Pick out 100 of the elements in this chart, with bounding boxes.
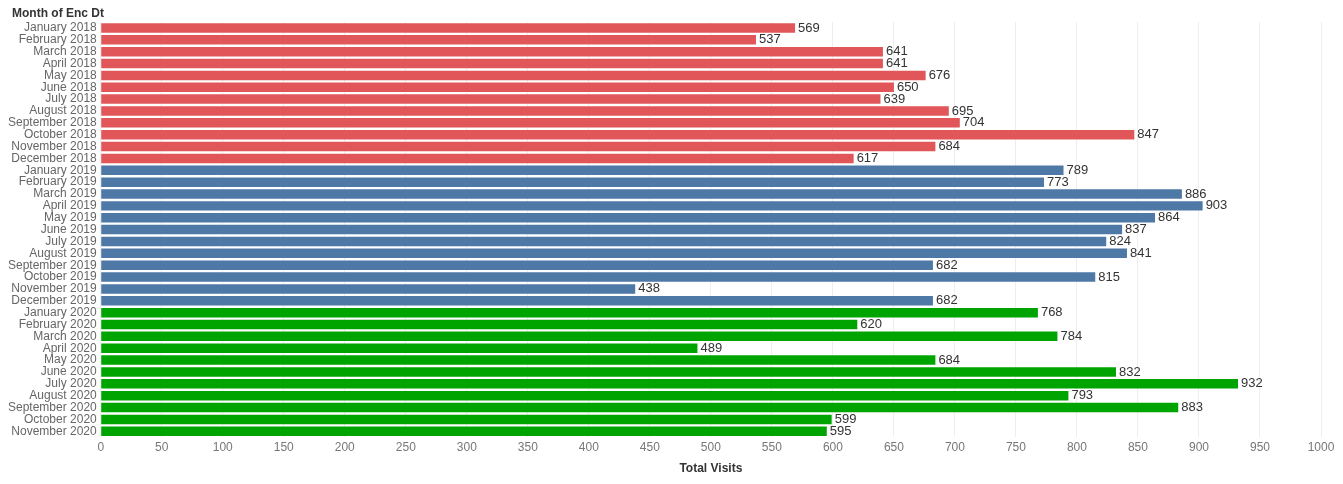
y-tick-label: July 2020	[45, 376, 98, 391]
data-label: 932	[1241, 375, 1263, 391]
data-label: 815	[1098, 268, 1120, 284]
bar	[101, 390, 1069, 401]
bar	[101, 319, 858, 330]
y-tick-label: January 2019	[23, 162, 98, 177]
y-tick-label: September 2018	[7, 115, 98, 130]
x-tick-label: 350	[517, 439, 539, 454]
x-tick-label: 950	[1249, 439, 1271, 454]
bar	[101, 58, 883, 69]
data-label: 903	[1205, 197, 1228, 213]
bar	[101, 129, 1135, 140]
data-label: 847	[1137, 126, 1159, 142]
y-tick-label: December 2018	[11, 150, 98, 165]
y-tick-label: January 2018	[23, 20, 98, 35]
x-tick-label: 700	[944, 439, 966, 454]
bar	[101, 153, 854, 164]
bar	[101, 165, 1064, 176]
bar	[101, 414, 832, 425]
bar	[101, 118, 960, 128]
x-tick-label: 1000	[1307, 439, 1335, 454]
data-label: 773	[1047, 173, 1069, 189]
y-tick-label: November 2020	[11, 423, 98, 438]
x-tick-label: 600	[822, 439, 844, 454]
bar	[101, 379, 1239, 389]
x-tick-label: 850	[1127, 439, 1149, 454]
x-tick-label: 550	[761, 439, 783, 454]
y-tick-label: April 2018	[42, 55, 98, 70]
y-tick-label: February 2018	[18, 32, 98, 47]
bar	[101, 236, 1107, 247]
x-tick-label: 500	[700, 439, 722, 454]
y-tick-label: July 2019	[45, 233, 98, 248]
bar	[101, 177, 1044, 187]
y-tick-label: July 2018	[45, 91, 98, 106]
data-label: 537	[759, 31, 781, 47]
data-label: 569	[798, 19, 820, 35]
data-label: 789	[1066, 161, 1089, 177]
x-tick-label: 250	[395, 439, 417, 454]
x-tick-label: 900	[1188, 439, 1210, 454]
y-tick-label: October 2019	[24, 269, 98, 284]
bar	[101, 23, 796, 33]
data-label: 682	[935, 256, 958, 272]
x-tick-label: 650	[883, 439, 905, 454]
data-label: 676	[928, 66, 951, 82]
y-tick-label: March 2019	[33, 186, 98, 201]
bar	[101, 212, 1156, 223]
bar	[101, 402, 1179, 413]
data-label: 864	[1158, 209, 1180, 225]
bar	[101, 426, 827, 437]
data-label: 684	[938, 351, 961, 367]
x-tick-label: 100	[212, 439, 234, 454]
data-label: 438	[638, 280, 660, 296]
bar	[101, 355, 936, 365]
bar	[101, 46, 883, 57]
x-tick-label: 800	[1066, 439, 1088, 454]
bar	[101, 284, 636, 294]
y-tick-label: June 2020	[40, 364, 98, 379]
x-tick-label: 450	[639, 439, 661, 454]
data-label: 489	[700, 339, 723, 355]
x-tick-label: 150	[273, 439, 295, 454]
bar	[101, 260, 933, 270]
bar	[101, 272, 1096, 282]
bar	[101, 106, 949, 116]
data-label: 682	[935, 292, 958, 308]
data-label: 883	[1181, 399, 1203, 415]
bar	[101, 331, 1058, 342]
bar	[101, 343, 698, 353]
x-tick-label: 200	[334, 439, 356, 454]
data-label: 841	[1129, 244, 1152, 260]
data-label: 793	[1071, 387, 1094, 403]
y-axis-title: Month of Enc Dt	[12, 6, 104, 20]
bar	[101, 35, 757, 45]
x-tick-label: 750	[1005, 439, 1027, 454]
y-tick-label: May 2019	[44, 210, 98, 225]
bar	[101, 296, 933, 306]
x-tick-label: 50	[155, 439, 169, 454]
x-tick-label: 0	[97, 439, 105, 454]
bar	[101, 70, 926, 81]
x-tick-label: 300	[456, 439, 478, 454]
bar	[101, 248, 1127, 259]
bar	[101, 367, 1116, 377]
bar	[101, 224, 1123, 235]
bar	[101, 141, 936, 152]
y-tick-label: April 2020	[42, 340, 98, 355]
data-label: 617	[856, 150, 879, 165]
bar	[101, 201, 1203, 211]
data-label: 768	[1040, 304, 1063, 320]
data-label: 620	[860, 316, 882, 332]
data-label: 832	[1118, 363, 1141, 379]
data-label: 784	[1060, 327, 1083, 343]
data-label: 886	[1184, 185, 1207, 201]
bar	[101, 189, 1182, 199]
bar	[101, 307, 1038, 318]
bar	[101, 94, 881, 104]
x-tick-label: 400	[578, 439, 600, 454]
y-tick-label: November 2019	[11, 281, 98, 296]
bar	[101, 82, 894, 92]
data-label: 684	[938, 138, 961, 154]
y-tick-label: April 2019	[42, 198, 98, 213]
x-axis-title: Total Visits	[679, 461, 743, 476]
